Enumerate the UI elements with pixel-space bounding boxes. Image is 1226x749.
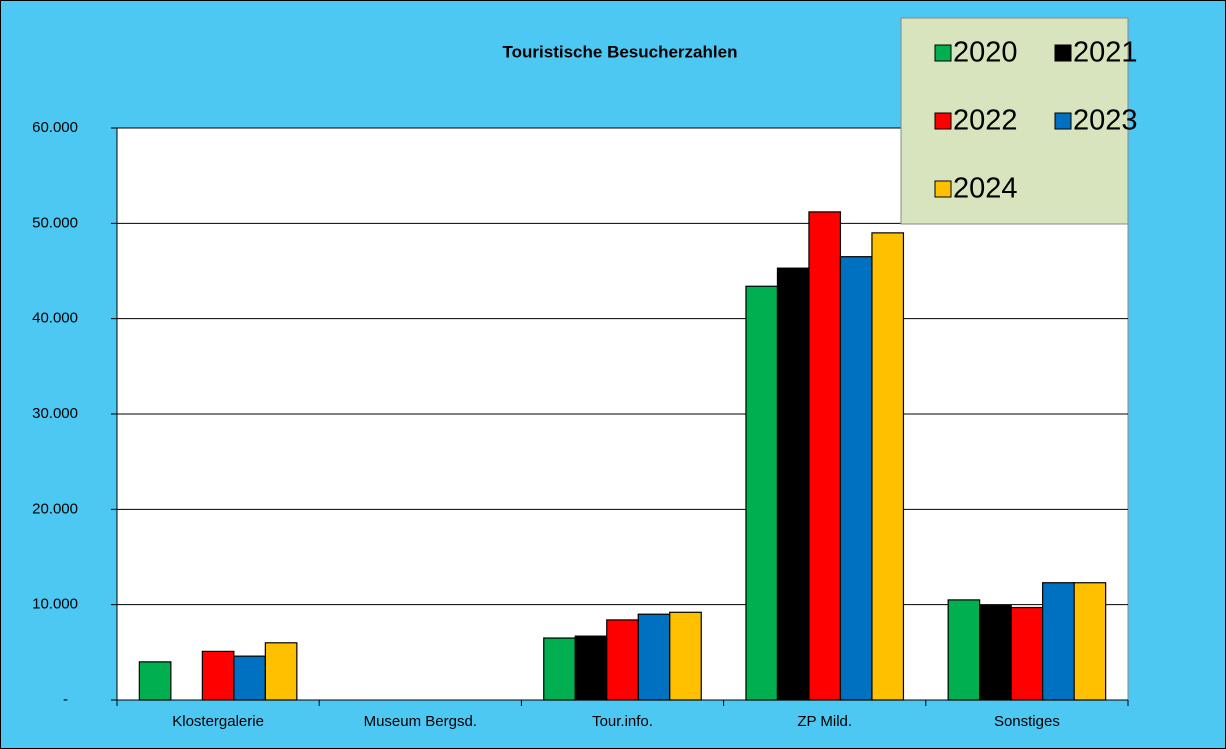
y-tick-label: - [63, 691, 68, 708]
bar [233, 655, 266, 701]
bar [201, 650, 235, 701]
legend-swatch [934, 112, 952, 130]
bar [776, 267, 810, 701]
y-tick-label: 40.000 [32, 310, 78, 327]
bar [1073, 582, 1107, 701]
bar [871, 232, 905, 701]
x-tick-label: Museum Bergsd. [364, 713, 477, 730]
legend-label: 2020 [953, 37, 1018, 69]
bar [979, 605, 1012, 701]
legend-label: 2022 [953, 105, 1018, 137]
y-tick-label: 60.000 [32, 119, 78, 136]
bar [669, 611, 702, 701]
bar [637, 613, 671, 701]
legend-swatch [934, 180, 952, 198]
bar [264, 642, 298, 701]
legend-label: 2021 [1073, 37, 1138, 69]
bar [574, 635, 608, 701]
bar [745, 285, 779, 701]
x-tick-label: Sonstiges [994, 713, 1060, 730]
legend-swatch [1054, 44, 1072, 62]
legend-label: 2024 [953, 173, 1018, 205]
y-tick-label: 10.000 [32, 596, 78, 613]
bar [839, 256, 873, 701]
x-tick-label: Tour.info. [592, 713, 653, 730]
bar [947, 599, 981, 701]
y-tick-label: 30.000 [32, 405, 78, 422]
y-tick-label: 50.000 [32, 214, 78, 231]
bar [808, 211, 842, 701]
y-tick-label: 20.000 [32, 500, 78, 517]
x-tick-label: Klostergalerie [172, 713, 264, 730]
bar [543, 637, 576, 701]
chart-title: Touristische Besucherzahlen [503, 42, 738, 61]
legend-swatch [1054, 112, 1072, 130]
legend-swatch [934, 44, 952, 62]
bar [1010, 606, 1044, 701]
bar [606, 619, 639, 701]
legend-label: 2023 [1073, 105, 1138, 137]
bar [1042, 582, 1075, 701]
bar [138, 661, 172, 701]
x-tick-label: ZP Mild. [797, 713, 852, 730]
